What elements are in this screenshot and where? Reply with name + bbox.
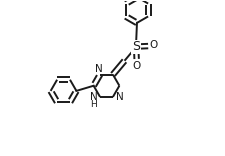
Text: N: N — [90, 92, 97, 102]
Text: O: O — [150, 40, 158, 50]
Text: H: H — [90, 100, 97, 109]
Text: O: O — [133, 61, 141, 71]
Text: N: N — [116, 92, 124, 102]
Text: N: N — [95, 64, 103, 74]
Text: S: S — [132, 40, 140, 54]
